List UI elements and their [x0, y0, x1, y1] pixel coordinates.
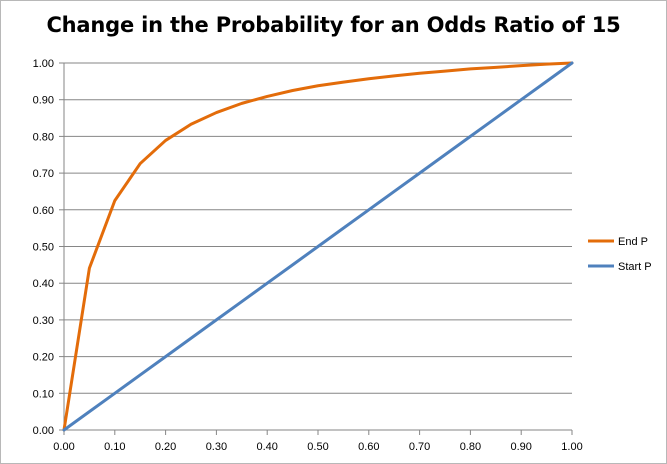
- y-tick-label: 0.00: [33, 425, 54, 437]
- axis-layer: 0.00 0.10 0.20 0.30 0.40 0.50 0.60 0.70 0.80 0.90…: [33, 58, 583, 453]
- y-tick-label: 0.80: [33, 131, 54, 143]
- x-tick-label: 0.20: [155, 441, 176, 453]
- chart-title: Change in the Probability for an Odds Ra…: [46, 13, 621, 37]
- series-line-start-p: [62, 61, 574, 432]
- x-tick-label: 0.40: [256, 441, 277, 453]
- grid-layer: [64, 62, 572, 394]
- legend-label-end-p: End P: [618, 236, 648, 248]
- x-tick-label: 0.50: [307, 441, 328, 453]
- y-tick-label: 0.20: [33, 352, 54, 364]
- y-tick-label: 0.40: [33, 278, 54, 290]
- series-line-end-p: [62, 61, 574, 432]
- x-tick-label: 0.00: [53, 441, 74, 453]
- series-layer: [62, 61, 574, 432]
- x-tick-label: 0.60: [358, 441, 379, 453]
- y-tick-label: 1.00: [33, 58, 54, 70]
- y-tick-label: 0.70: [33, 168, 54, 180]
- x-tick-label: 1.00: [561, 441, 582, 453]
- x-tick-label: 0.80: [460, 441, 481, 453]
- x-tick-label: 0.90: [510, 441, 531, 453]
- x-tick-label: 0.10: [104, 441, 125, 453]
- x-tick-label: 0.70: [409, 441, 430, 453]
- y-tick-label: 0.90: [33, 95, 54, 107]
- x-tick-label: 0.30: [206, 441, 227, 453]
- y-tick-label: 0.30: [33, 315, 54, 327]
- legend: End P Start P: [588, 236, 652, 273]
- legend-label-start-p: Start P: [618, 261, 652, 273]
- y-tick-label: 0.10: [33, 388, 54, 400]
- y-tick-label: 0.60: [33, 205, 54, 217]
- y-tick-label: 0.50: [33, 242, 54, 254]
